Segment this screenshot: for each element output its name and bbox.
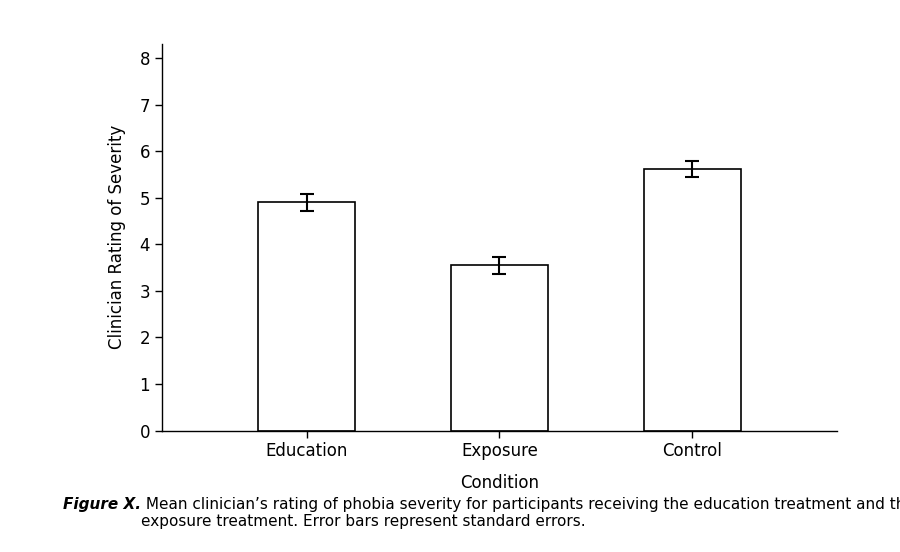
Bar [644,169,741,431]
Text: Figure X.: Figure X. [63,497,141,512]
X-axis label: Condition: Condition [460,474,539,492]
Y-axis label: Clinician Rating of Severity: Clinician Rating of Severity [108,125,126,349]
Text: Mean clinician’s rating of phobia severity for participants receiving the educat: Mean clinician’s rating of phobia severi… [141,497,900,529]
Bar [258,203,355,431]
Bar [451,266,548,431]
